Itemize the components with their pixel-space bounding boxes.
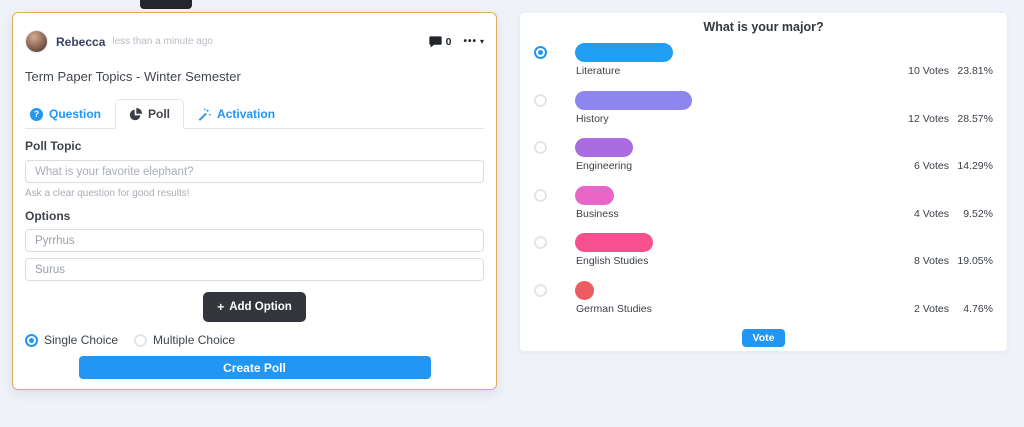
add-option-button[interactable]: + Add Option xyxy=(203,292,306,322)
single-choice-option[interactable]: Single Choice xyxy=(25,333,118,347)
result-bar xyxy=(575,90,692,110)
option-input-1[interactable] xyxy=(25,229,484,252)
votes-percent: 28.57% xyxy=(957,112,993,125)
option-label: Engineering xyxy=(576,160,633,173)
votes-percent: 14.29% xyxy=(957,160,993,173)
pie-chart-icon xyxy=(129,107,143,121)
tab-activation[interactable]: Activation xyxy=(184,99,289,129)
votes-count: 10 Votes xyxy=(908,65,949,77)
tab-question-label: Question xyxy=(49,107,102,121)
multiple-choice-label: Multiple Choice xyxy=(153,333,236,347)
option-input-2[interactable] xyxy=(25,258,484,281)
option-label: Business xyxy=(576,207,619,220)
poll-topic-input[interactable] xyxy=(25,160,484,183)
card-header: Rebecca less than a minute ago 0 ••• ▾ xyxy=(25,30,484,53)
result-bar xyxy=(575,185,614,205)
poll-topic-help: Ask a clear question for good results! xyxy=(25,188,190,199)
option-radio-business[interactable] xyxy=(534,188,547,202)
question-circle-icon: ? xyxy=(30,107,43,121)
poll-option-row: German Studies 2 Votes 4.76% xyxy=(520,276,1007,324)
poll-topic-label: Poll Topic xyxy=(25,139,82,153)
create-poll-button[interactable]: Create Poll xyxy=(78,356,431,379)
poll-option-row: English Studies 8 Votes 19.05% xyxy=(520,228,1007,276)
add-option-label: Add Option xyxy=(229,301,292,313)
result-bar xyxy=(575,138,633,158)
author-name: Rebecca xyxy=(56,34,106,49)
result-bar xyxy=(575,43,673,62)
more-menu-button[interactable]: ••• ▾ xyxy=(463,36,484,47)
option-radio-english-studies[interactable] xyxy=(534,236,547,250)
tab-bar: ? Question Poll xyxy=(25,99,484,129)
poll-results-card: What is your major? Literature 10 Votes … xyxy=(520,13,1007,351)
votes-percent: 19.05% xyxy=(957,255,993,268)
option-label: English Studies xyxy=(576,255,649,268)
tab-activation-label: Activation xyxy=(217,107,276,121)
plus-icon: + xyxy=(217,300,225,314)
votes-count: 2 Votes xyxy=(913,302,949,315)
poll-option-row: History 12 Votes 28.57% xyxy=(520,86,1007,134)
option-label: Literature xyxy=(576,65,621,77)
single-choice-label: Single Choice xyxy=(44,333,119,347)
caret-down-icon: ▾ xyxy=(479,37,484,46)
votes-percent: 23.81% xyxy=(957,65,993,77)
result-bar xyxy=(575,280,594,300)
option-label: History xyxy=(576,112,609,125)
poll-option-row: Business 4 Votes 9.52% xyxy=(520,181,1007,229)
vote-button[interactable]: Vote xyxy=(741,328,786,347)
cutoff-top-tab xyxy=(140,0,192,9)
votes-percent: 9.52% xyxy=(963,207,993,220)
option-radio-german-studies[interactable] xyxy=(534,283,547,297)
option-radio-engineering[interactable] xyxy=(534,141,547,155)
choice-mode-group: Single Choice Multiple Choice xyxy=(25,333,484,347)
poll-option-row: Literature 10 Votes 23.81% xyxy=(520,38,1007,86)
magic-wand-icon xyxy=(198,107,211,121)
comments-count: 0 xyxy=(445,35,452,48)
options-label: Options xyxy=(25,209,71,223)
poll-option-row: Engineering 6 Votes 14.29% xyxy=(520,133,1007,181)
result-bar xyxy=(575,233,653,253)
option-label: German Studies xyxy=(576,302,652,315)
comments-indicator[interactable]: 0 xyxy=(428,35,452,48)
tab-poll-label: Poll xyxy=(148,107,171,121)
single-choice-radio[interactable] xyxy=(25,333,38,347)
tab-poll[interactable]: Poll xyxy=(115,99,185,129)
multiple-choice-radio[interactable] xyxy=(134,333,148,347)
votes-count: 6 Votes xyxy=(913,160,949,173)
votes-percent: 4.76% xyxy=(963,302,993,315)
poll-create-card: Rebecca less than a minute ago 0 ••• ▾ T… xyxy=(12,12,497,390)
tab-question[interactable]: ? Question xyxy=(25,99,115,129)
votes-count: 12 Votes xyxy=(908,112,949,125)
ellipsis-icon: ••• xyxy=(463,36,477,47)
option-radio-history[interactable] xyxy=(534,93,547,107)
avatar xyxy=(25,30,48,53)
timestamp: less than a minute ago xyxy=(112,36,213,47)
votes-count: 8 Votes xyxy=(913,255,949,268)
post-title: Term Paper Topics - Winter Semester xyxy=(25,69,241,84)
comments-icon xyxy=(428,35,442,48)
option-radio-literature[interactable] xyxy=(534,46,547,59)
multiple-choice-option[interactable]: Multiple Choice xyxy=(134,333,235,347)
votes-count: 4 Votes xyxy=(913,207,949,220)
poll-question-title: What is your major? xyxy=(703,20,824,34)
